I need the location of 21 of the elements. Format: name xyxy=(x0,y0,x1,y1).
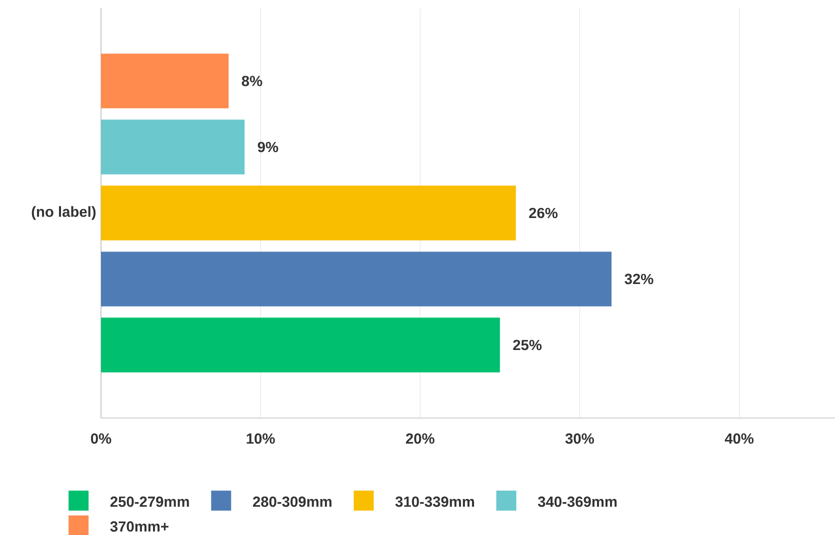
data-label: 32% xyxy=(624,274,654,284)
bar xyxy=(101,252,612,306)
bar xyxy=(101,318,500,372)
data-label: 25% xyxy=(513,340,542,350)
y-tick-label: (no label) xyxy=(32,206,96,220)
bar xyxy=(101,120,245,174)
x-tick-label: 30% xyxy=(565,433,594,444)
legend-label: 370mm+ xyxy=(110,521,168,532)
x-tick-label: 40% xyxy=(724,433,754,444)
data-label: 8% xyxy=(242,76,262,86)
legend-label: 280-309mm xyxy=(252,496,332,507)
x-tick-label: 20% xyxy=(406,433,434,444)
x-tick-label: 10% xyxy=(246,433,275,444)
data-label: 26% xyxy=(529,208,558,218)
bar xyxy=(101,54,229,108)
bar xyxy=(101,186,516,240)
data-label: 9% xyxy=(258,142,278,152)
legend-label: 250-279mm xyxy=(110,496,189,507)
legend-label: 310-339mm xyxy=(395,496,474,507)
legend-label: 340-369mm xyxy=(538,496,617,507)
x-tick-label: 0% xyxy=(90,433,112,444)
